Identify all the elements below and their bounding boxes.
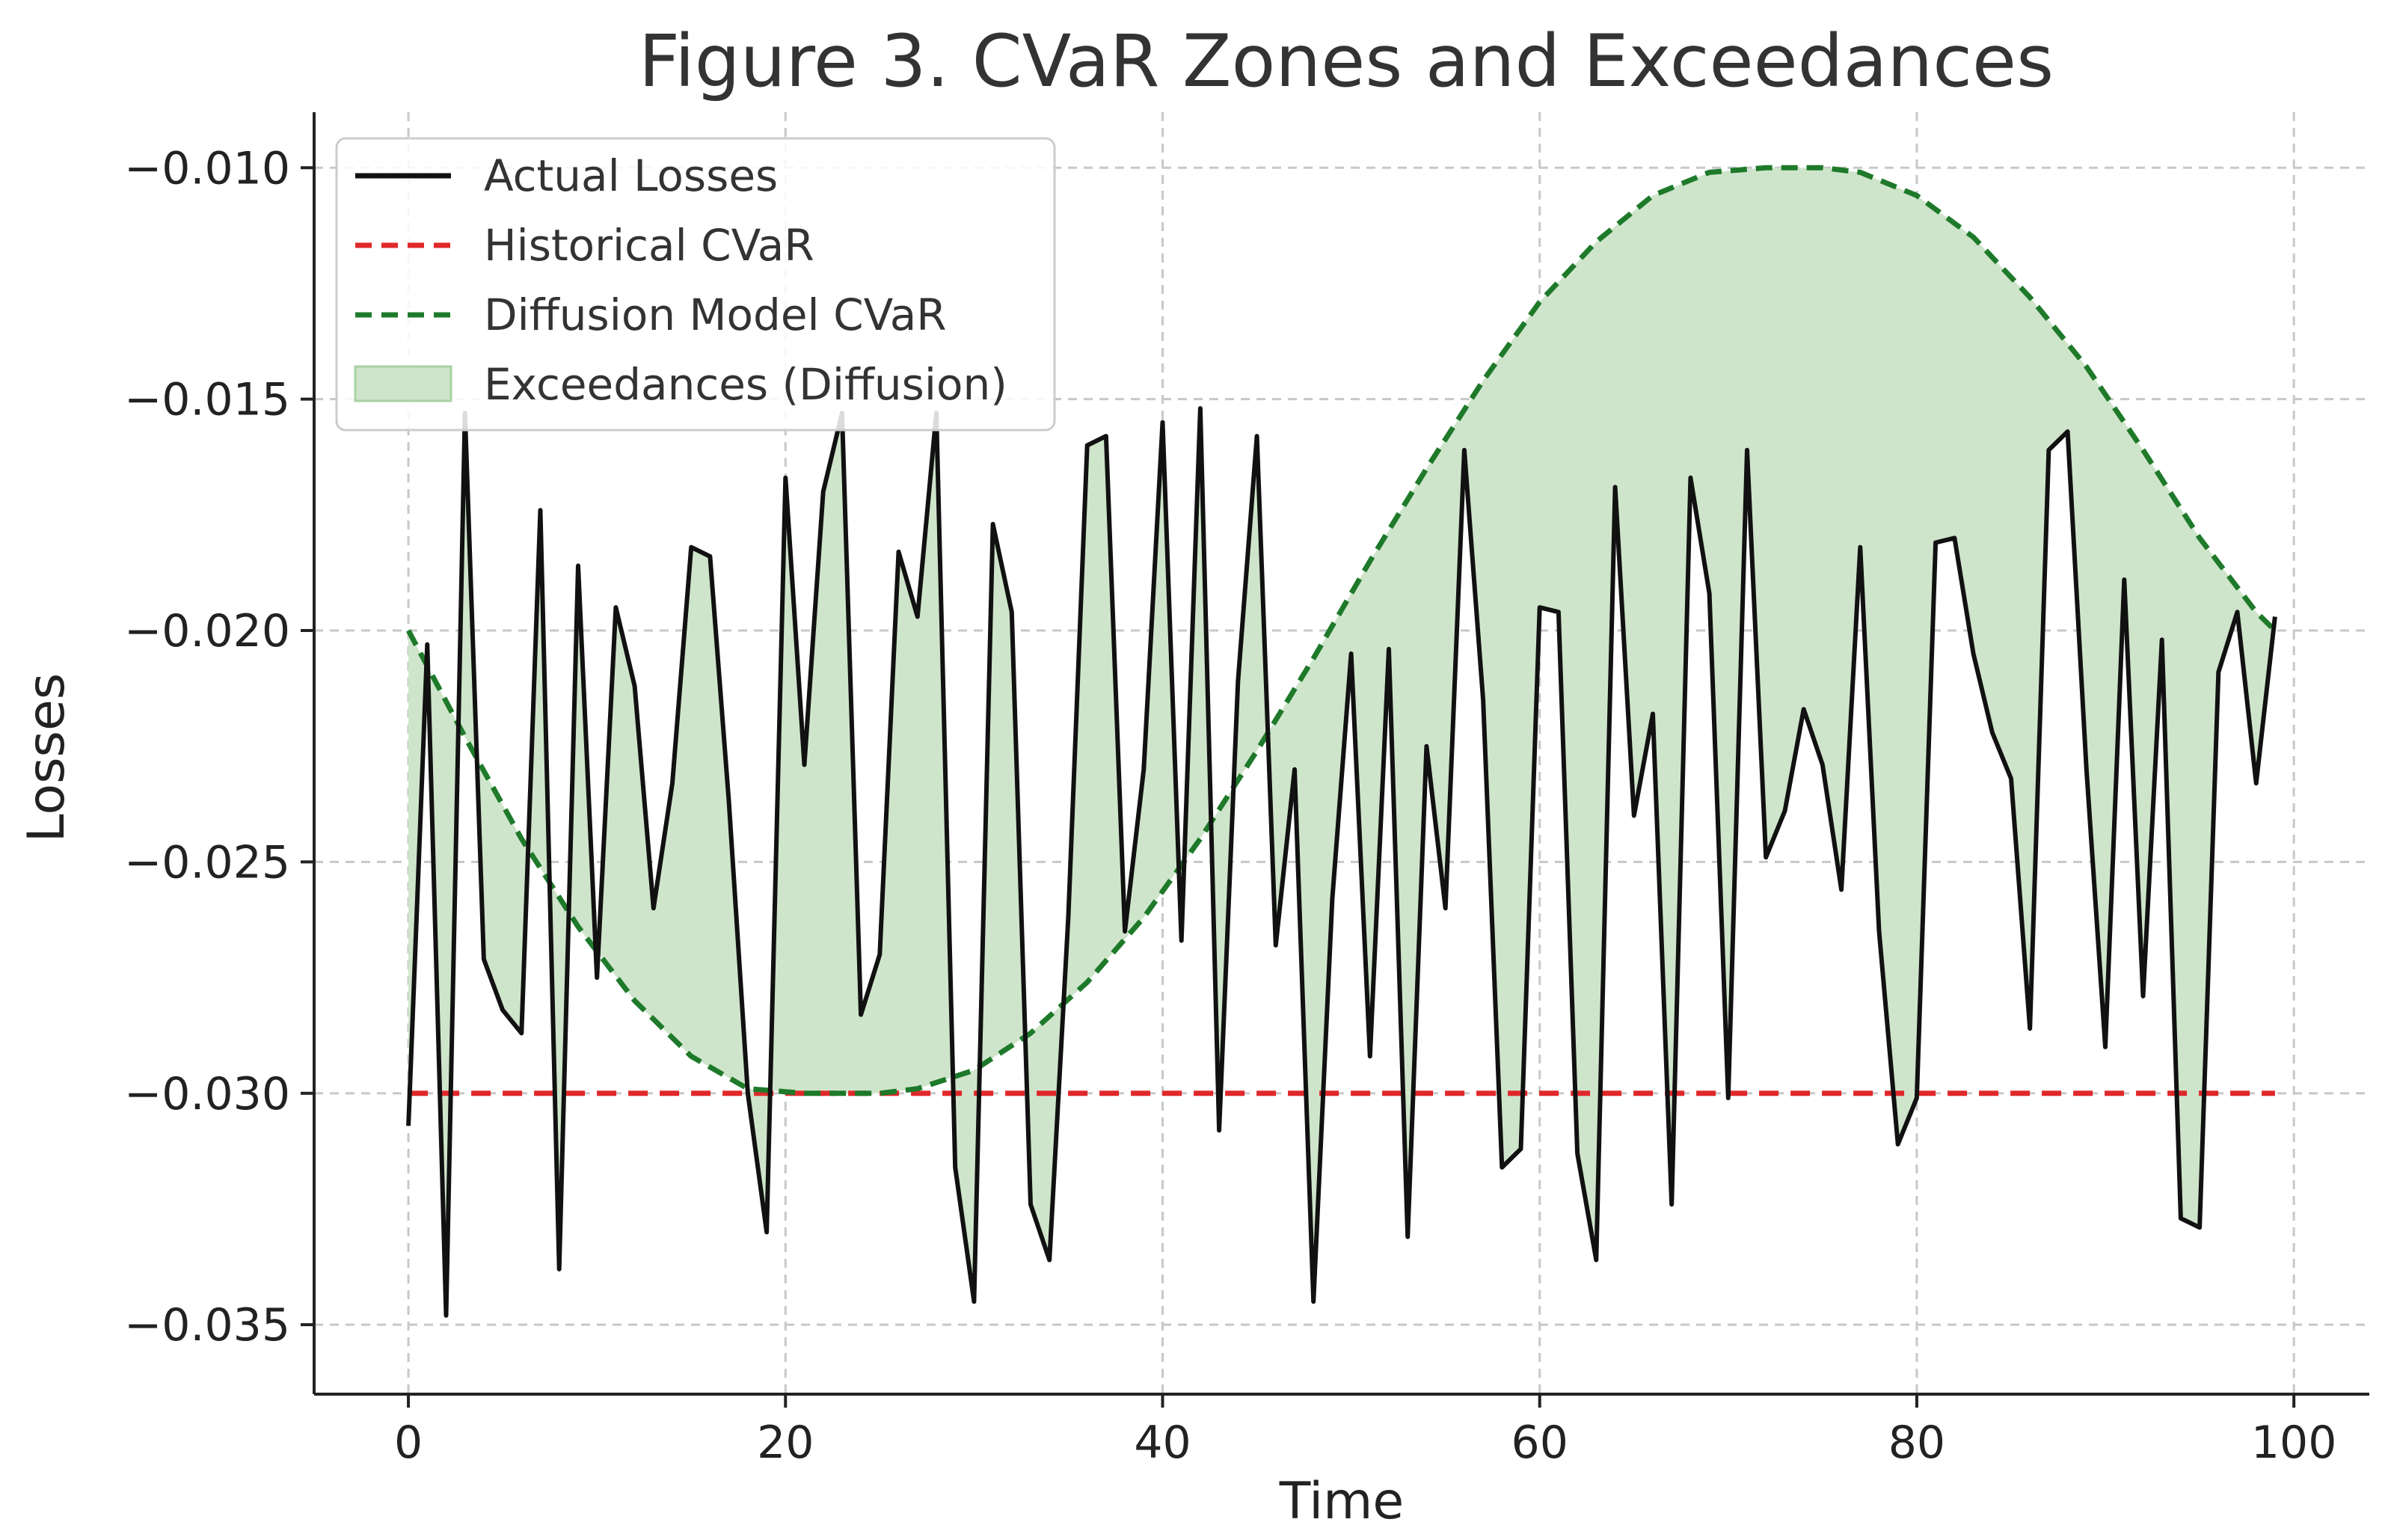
legend-swatch-exceedances: [354, 365, 452, 402]
diffusion-cvar-line: [406, 165, 2277, 1096]
x-ticks: 0 20 40 60 80 100: [394, 1394, 2336, 1469]
y-tick-label: −0.025: [124, 836, 290, 889]
legend: Actual Losses Historical CVaR Diffusion Mo…: [335, 137, 1056, 432]
y-tick-label: −0.030: [124, 1068, 290, 1120]
exceedance-fill: [408, 168, 2275, 1304]
legend-frame: [335, 137, 1056, 432]
y-tick-label: −0.010: [124, 142, 290, 194]
x-tick-label: 100: [2251, 1417, 2337, 1469]
y-axis-label: Losses: [17, 673, 76, 842]
x-tick-label: 20: [757, 1417, 814, 1469]
legend-label-historical: Historical CVaR: [484, 220, 814, 271]
x-tick-label: 80: [1888, 1417, 1945, 1469]
legend-label-actual: Actual Losses: [484, 150, 778, 201]
y-tick-label: −0.035: [124, 1299, 290, 1352]
x-axis-label: Time: [1279, 1472, 1404, 1531]
axes: [313, 112, 2369, 1396]
y-tick-label: −0.015: [124, 374, 290, 426]
chart-title: Figure 3. CVaR Zones and Exceedances: [639, 19, 2054, 103]
y-ticks: −0.035 −0.030 −0.025 −0.020 −0.015 −0.010: [124, 142, 314, 1352]
x-tick-label: 40: [1134, 1417, 1191, 1469]
series-lines: [406, 165, 2277, 1318]
legend-label-exceed: Exceedances (Diffusion): [484, 359, 1007, 410]
y-tick-label: −0.020: [124, 605, 290, 657]
x-tick-label: 60: [1511, 1417, 1568, 1469]
actual-losses-line: [406, 406, 2277, 1318]
legend-label-diffusion: Diffusion Model CVaR: [484, 289, 947, 340]
exceedance-area: [408, 168, 2275, 1304]
x-tick-label: 0: [394, 1417, 423, 1469]
